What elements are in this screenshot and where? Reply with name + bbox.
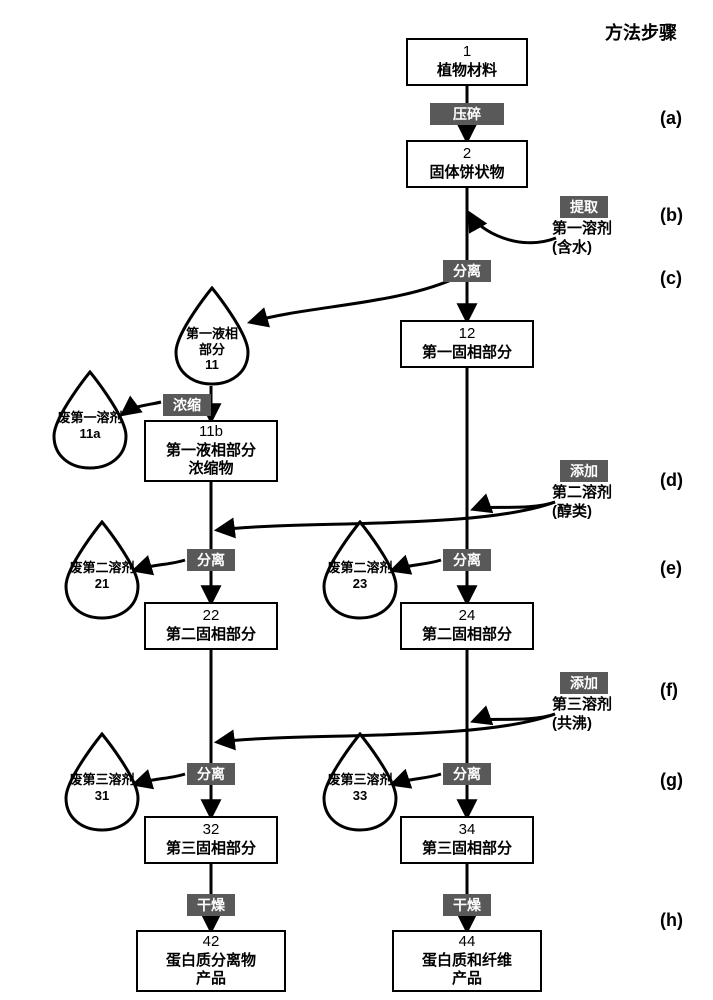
drop-label: 废第二溶剂23	[318, 560, 402, 591]
arrow-c_solv2R	[474, 502, 555, 509]
op-opD: 添加	[560, 460, 608, 482]
node-num: 42	[203, 933, 220, 952]
label-lb2: 第二溶剂(醇类)	[552, 484, 612, 522]
step-sf: (f)	[660, 680, 678, 701]
node-n34: 34第三固相部分	[400, 816, 534, 864]
node-num: 34	[459, 821, 476, 840]
op-opG2: 分离	[443, 763, 491, 785]
drop-d31: 废第三溶剂31	[60, 732, 144, 832]
arrow-c_solv3R	[474, 714, 555, 721]
node-n22: 22第二固相部分	[144, 602, 278, 650]
drop-label: 第一液相部分11	[170, 326, 254, 373]
op-opF: 添加	[560, 672, 608, 694]
node-n42: 42蛋白质分离物产品	[136, 930, 286, 992]
step-sg: (g)	[660, 770, 683, 791]
drop-label: 废第三溶剂33	[318, 772, 402, 803]
node-label: 植物材料	[437, 62, 497, 81]
node-n12: 12第一固相部分	[400, 320, 534, 368]
node-num: 44	[459, 933, 476, 952]
node-label: 蛋白质分离物产品	[166, 952, 256, 990]
node-num: 22	[203, 607, 220, 626]
node-n2: 2固体饼状物	[406, 140, 528, 188]
node-label: 第一液相部分浓缩物	[166, 442, 256, 480]
op-opE1: 分离	[187, 549, 235, 571]
drop-d33: 废第三溶剂33	[318, 732, 402, 832]
drop-label: 废第一溶剂11a	[48, 410, 132, 441]
node-n44: 44蛋白质和纤维产品	[392, 930, 542, 992]
node-num: 32	[203, 821, 220, 840]
arrow-c_solv1	[470, 214, 556, 243]
arrow-c_to11	[251, 276, 460, 322]
drop-d23: 废第二溶剂23	[318, 520, 402, 620]
diagram-title: 方法步骤	[605, 22, 677, 45]
label-lb3: 第三溶剂(共沸)	[552, 696, 612, 734]
node-num: 12	[459, 325, 476, 344]
node-num: 11b	[199, 423, 223, 442]
node-num: 1	[463, 43, 471, 62]
node-label: 蛋白质和纤维产品	[422, 952, 512, 990]
node-label: 第三固相部分	[166, 840, 256, 859]
op-opH1: 干燥	[187, 894, 235, 916]
node-num: 2	[463, 145, 471, 164]
label-lb1: 第一溶剂(含水)	[552, 220, 612, 258]
flowchart-canvas: 方法步骤 1植物材料2固体饼状物12第一固相部分11b第一液相部分浓缩物22第二…	[0, 0, 713, 1000]
step-sh: (h)	[660, 910, 683, 931]
node-label: 第二固相部分	[422, 626, 512, 645]
node-label: 固体饼状物	[429, 164, 504, 183]
node-n11b: 11b第一液相部分浓缩物	[144, 420, 278, 482]
drop-d11a: 废第一溶剂11a	[48, 370, 132, 470]
node-label: 第二固相部分	[166, 626, 256, 645]
step-se: (e)	[660, 558, 682, 579]
node-n1: 1植物材料	[406, 38, 528, 86]
drop-label: 废第二溶剂21	[60, 560, 144, 591]
node-label: 第一固相部分	[422, 344, 512, 363]
op-opC: 分离	[443, 260, 491, 282]
drop-label: 废第三溶剂31	[60, 772, 144, 803]
drop-d11: 第一液相部分11	[170, 286, 254, 386]
node-label: 第三固相部分	[422, 840, 512, 859]
node-n32: 32第三固相部分	[144, 816, 278, 864]
op-opCon: 浓缩	[163, 394, 211, 416]
op-opB: 提取	[560, 196, 608, 218]
drop-d21: 废第二溶剂21	[60, 520, 144, 620]
op-opG1: 分离	[187, 763, 235, 785]
op-opE2: 分离	[443, 549, 491, 571]
op-opH2: 干燥	[443, 894, 491, 916]
node-num: 24	[459, 607, 476, 626]
step-sd: (d)	[660, 470, 683, 491]
step-sa: (a)	[660, 108, 682, 129]
node-n24: 24第二固相部分	[400, 602, 534, 650]
op-opA: 压碎	[430, 103, 504, 125]
step-sb: (b)	[660, 205, 683, 226]
step-sc: (c)	[660, 268, 682, 289]
